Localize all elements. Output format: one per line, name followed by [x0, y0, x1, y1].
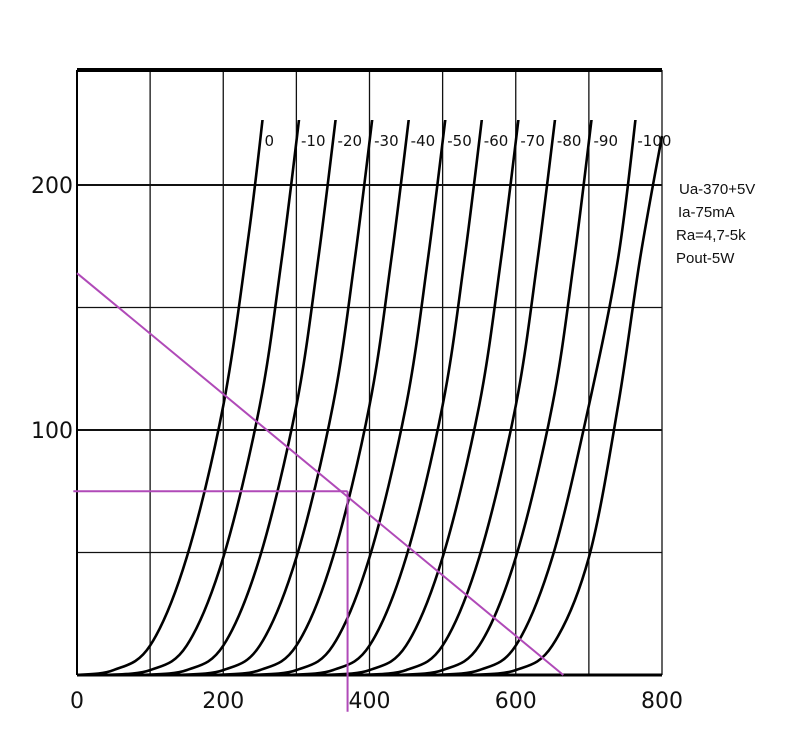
y-tick-label: 200 — [31, 174, 73, 199]
curve-label: -90 — [593, 132, 618, 150]
anode-curve — [398, 120, 593, 677]
load-line-overlay — [73, 272, 564, 712]
curve-label: -100 — [637, 132, 671, 150]
curve-label: -50 — [447, 132, 472, 150]
anode-curve — [362, 120, 557, 677]
x-tick-label: 600 — [495, 689, 537, 714]
anode-curve — [76, 120, 264, 677]
x-tick-label: 400 — [349, 689, 391, 714]
anode-curve — [471, 135, 664, 677]
curve-label: -10 — [301, 132, 326, 150]
anode-curve — [325, 120, 520, 677]
load-line — [76, 272, 564, 676]
anode-curve — [106, 120, 301, 677]
anode-curve — [142, 120, 337, 677]
x-tick-label: 800 — [641, 689, 683, 714]
anode-curve — [288, 120, 484, 677]
curve-label: -20 — [338, 132, 363, 150]
axis-tick-labels: 0 200 400 600 800 100 200 — [31, 174, 683, 714]
grid — [76, 68, 663, 677]
anode-curve — [215, 120, 410, 677]
annotation-output-power: Pout-5W — [676, 250, 735, 267]
annotation-anode-voltage: Ua-370+5V — [679, 181, 756, 198]
curve-label: -70 — [520, 132, 545, 150]
annotation-load-resistance: Ra=4,7-5k — [676, 227, 746, 244]
anode-curve — [252, 120, 447, 677]
anode-curves — [76, 120, 664, 677]
curve-label: -80 — [557, 132, 582, 150]
annotation-anode-current: Ia-75mA — [678, 204, 735, 221]
curve-label: -40 — [411, 132, 436, 150]
x-tick-label: 200 — [202, 689, 244, 714]
anode-curve — [435, 120, 637, 677]
x-tick-label: 0 — [70, 689, 84, 714]
anode-curve — [179, 120, 374, 677]
curve-label: 0 — [265, 132, 275, 150]
curve-labels: 0 -10 -20 -30 -40 -50 -60 -70 -80 -90 -100 — [265, 132, 672, 150]
curve-label: -30 — [374, 132, 399, 150]
curve-label: -60 — [484, 132, 509, 150]
y-tick-label: 100 — [31, 419, 73, 444]
